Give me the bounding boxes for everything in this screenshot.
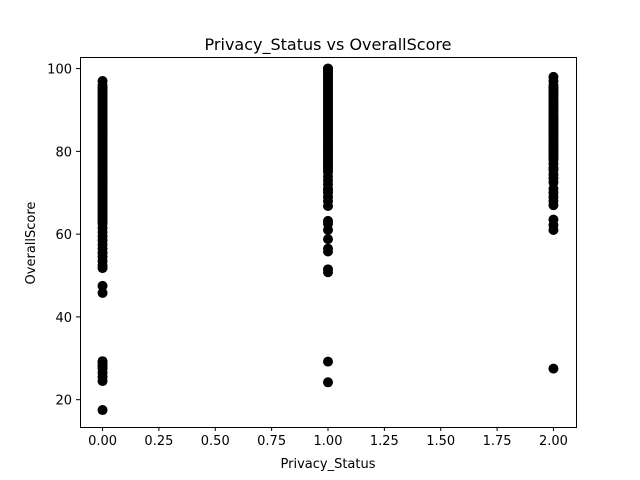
x-tick-label: 2.00: [539, 434, 568, 449]
data-point: [323, 243, 333, 254]
plot-frame: [80, 57, 577, 428]
x-tick-label: 0.50: [201, 434, 230, 449]
y-tick-label: 100: [47, 63, 72, 78]
x-tick-label: 1.75: [483, 434, 512, 449]
data-point: [323, 377, 333, 388]
data-point: [323, 215, 333, 226]
x-axis-label: Privacy_Status: [281, 457, 376, 472]
x-tick-label: 1.00: [314, 434, 343, 449]
y-tick-label: 40: [55, 311, 72, 326]
x-tick-label: 0.00: [88, 434, 117, 449]
data-point: [97, 405, 108, 416]
chart-title: Privacy_Status vs OverallScore: [205, 35, 452, 55]
data-point: [97, 356, 108, 367]
y-tick-label: 80: [55, 145, 72, 160]
data-point: [548, 214, 559, 225]
data-point: [323, 356, 333, 367]
data-point: [323, 264, 333, 275]
data-point: [97, 76, 108, 87]
x-tick-label: 1.50: [426, 434, 455, 449]
y-axis-label: OverallScore: [24, 202, 39, 285]
x-tick-label: 1.25: [370, 434, 399, 449]
x-tick-label: 0.25: [144, 434, 173, 449]
y-axis-ticks: 20 40 60 80 100: [47, 63, 80, 409]
data-point: [323, 63, 333, 74]
y-tick-label: 60: [55, 228, 72, 243]
x-axis-ticks: 0.00 0.25 0.50 0.75 1.00 1.25 1.50 1.75 2.00: [88, 427, 568, 449]
x-tick-label: 0.75: [257, 434, 286, 449]
data-point: [97, 287, 108, 298]
data-point: [323, 234, 333, 245]
y-tick-label: 20: [55, 394, 72, 409]
data-point: [548, 71, 559, 82]
points-layer: [97, 63, 559, 416]
data-point: [97, 280, 108, 291]
data-point: [548, 363, 559, 374]
